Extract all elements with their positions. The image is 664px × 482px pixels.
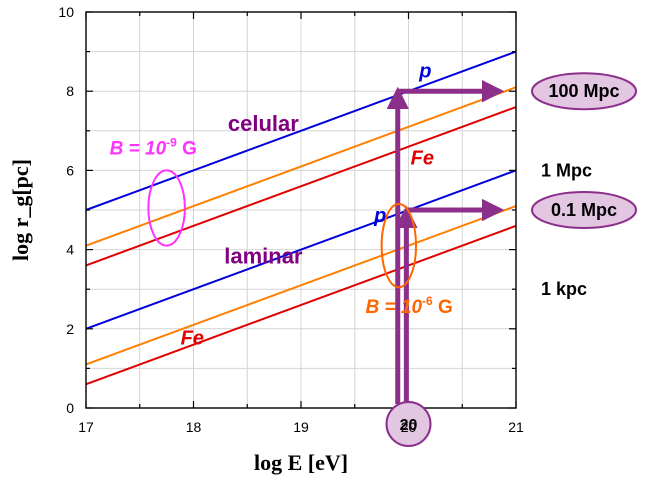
energy-marker-label: 20 bbox=[400, 417, 418, 434]
x-axis-label: log E [eV] bbox=[254, 450, 348, 475]
distance-bubble-1 bbox=[531, 72, 637, 111]
field-ellipse-1 bbox=[147, 169, 186, 247]
y-axis-label: log r_g[pc] bbox=[8, 159, 33, 261]
plot-frame bbox=[85, 11, 517, 409]
field-label-1: B = 10-9 G bbox=[110, 136, 197, 160]
y-tick-label: 2 bbox=[66, 321, 74, 337]
y-tick-label: 4 bbox=[66, 242, 74, 258]
series-label-1: p bbox=[418, 60, 431, 82]
y-tick-label: 0 bbox=[66, 400, 74, 416]
series-label-4: Fe bbox=[181, 328, 204, 350]
y-tick-label: 6 bbox=[66, 162, 74, 178]
distance-label-1: 100 Mpc bbox=[548, 81, 619, 101]
distance-bubble-3 bbox=[531, 191, 637, 229]
series-lines bbox=[85, 50, 517, 386]
distance-label-4: 1 kpc bbox=[541, 279, 587, 299]
distance-label-3: 0.1 Mpc bbox=[551, 200, 617, 220]
y-tick-label: 10 bbox=[58, 4, 74, 20]
energy-marker-bubble bbox=[385, 401, 432, 447]
series-label-3: p bbox=[373, 205, 386, 227]
distance-label-2: 1 Mpc bbox=[541, 160, 592, 180]
x-tick-label: 20 bbox=[401, 419, 417, 435]
series-label-2: Fe bbox=[411, 147, 434, 169]
tick-labels: 17 18 19 20 21 0 2 4 6 8 10 bbox=[58, 4, 524, 435]
x-tick-label: 19 bbox=[293, 419, 309, 435]
series-line-4 bbox=[85, 169, 517, 330]
x-tick-label: 18 bbox=[186, 419, 202, 435]
x-tick-label: 21 bbox=[508, 419, 524, 435]
series-line-6 bbox=[85, 224, 517, 386]
annotations: B = 10-9 G B = 10-6 G celular laminar p Fe p Fe… bbox=[110, 60, 637, 447]
field-ellipse-2 bbox=[380, 203, 418, 289]
x-tick-label: 17 bbox=[78, 419, 94, 435]
region-label-celular: celular bbox=[228, 111, 299, 136]
series-line-2 bbox=[85, 86, 517, 247]
y-tick-label: 8 bbox=[66, 83, 74, 99]
series-line-5 bbox=[85, 205, 517, 366]
series-line-1 bbox=[85, 50, 517, 211]
region-label-laminar: laminar bbox=[224, 243, 303, 268]
series-line-3 bbox=[85, 106, 517, 267]
field-label-2: B = 10-6 G bbox=[366, 294, 453, 318]
